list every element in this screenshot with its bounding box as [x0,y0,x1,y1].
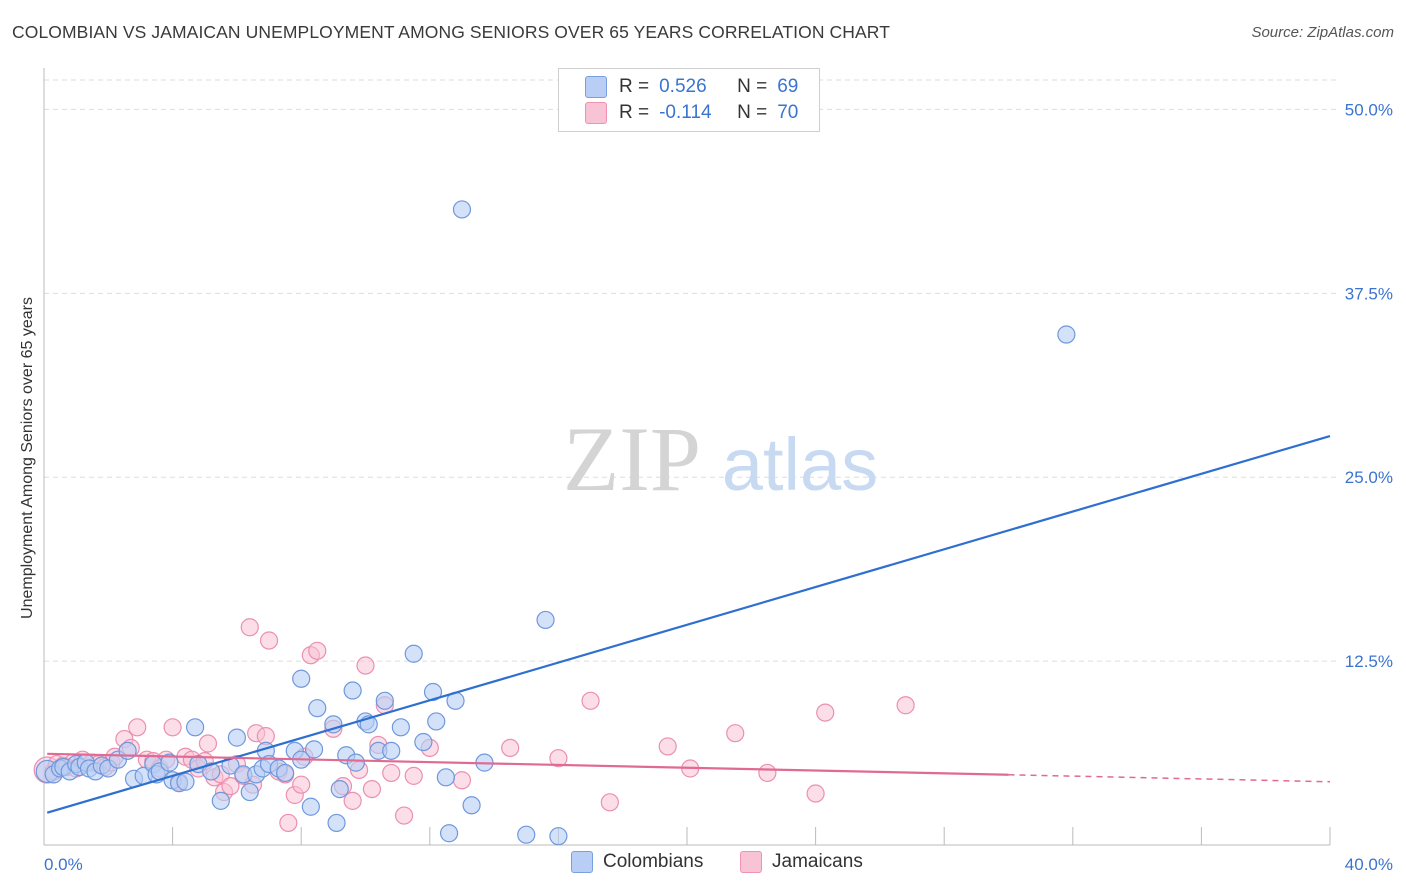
jamaicans-legend-label: Jamaicans [772,851,863,872]
jamaicans-swatch [585,102,607,124]
colombian-point [427,712,446,731]
colombian-point [160,753,179,772]
jamaican-point [452,771,472,790]
bottom-legend: Colombians Jamaicans [0,851,1406,877]
chart-title: COLOMBIAN VS JAMAICAN UNEMPLOYMENT AMONG… [12,22,890,42]
watermark-zip: ZIP [563,408,701,510]
colombians-legend-label: Colombians [603,851,704,872]
jamaican-point [259,631,279,650]
trend-lines [46,434,1331,814]
colombian-point [227,728,246,747]
jamaicans-legend-swatch [740,851,762,873]
colombian-point [536,610,555,630]
colombians-points [35,200,1076,846]
jamaican-point [404,766,423,785]
y-tick-label: 37.5% [1345,284,1393,303]
colombian-point [1057,325,1076,344]
colombian-point [382,741,401,760]
colombians-trend-line [46,434,1331,814]
colombian-point [439,824,459,843]
colombian-point [327,813,346,833]
grid-lines [44,79,1340,662]
colombian-point [308,699,327,718]
legend-row-colombians: R = 0.526 N = 69 [585,75,798,99]
jamaican-point [343,791,362,810]
colombian-point [292,669,311,688]
y-tick-label: 12.5% [1345,652,1393,671]
jamaican-point [356,656,375,675]
colombian-point [462,796,481,815]
jamaican-point [600,793,619,812]
jamaicans-n-value: 70 [777,102,799,123]
watermark-atlas: atlas [722,423,878,506]
colombian-point [346,753,365,772]
colombians-n-label: N = [737,76,768,97]
jamaicans-n-label: N = [737,102,768,123]
bottom-legend-colombians: Colombians [571,851,703,873]
colombian-point [404,644,423,663]
colombian-point [391,718,410,737]
colombians-r-value: 0.526 [659,76,707,97]
colombian-point [436,768,455,787]
jamaicans-r-value: -0.114 [659,102,712,123]
bottom-legend-jamaicans: Jamaicans [740,851,863,873]
source-label: Source: ZipAtlas.com [1251,24,1394,41]
jamaican-point [240,618,259,637]
colombian-point [118,741,137,760]
colombian-point [211,791,230,810]
watermark: ZIP atlas [563,408,878,510]
colombian-point [301,797,320,816]
colombian-point [375,691,394,710]
colombian-point [324,715,343,734]
jamaican-point [308,641,327,660]
colombian-point [343,681,362,700]
jamaican-point [501,738,520,758]
colombian-point [276,763,295,783]
y-tick-label: 25.0% [1345,468,1393,487]
jamaican-point [549,749,568,768]
jamaican-point [382,763,401,783]
colombian-point [186,718,205,737]
jamaicans-trend-line [47,752,1009,776]
colombian-point [414,732,433,752]
jamaican-point [726,724,745,743]
jamaican-point [896,696,915,715]
jamaican-point [806,784,825,803]
colombian-point [202,762,221,781]
colombians-legend-swatch [571,851,593,873]
jamaican-point [581,691,600,710]
colombians-n-value: 69 [777,76,799,97]
legend-row-jamaicans: R = -0.114 N = 70 [585,101,798,125]
colombian-point [176,772,195,791]
jamaican-point [279,813,298,833]
colombian-point [452,200,472,219]
colombian-point [517,825,536,844]
jamaican-point [394,806,414,825]
jamaican-point [362,779,382,799]
jamaicans-r-label: R = [619,102,650,123]
colombians-swatch [585,76,607,98]
colombians-r-label: R = [619,76,650,97]
jamaican-point [163,718,182,737]
tick-labels: 12.5% 25.0% 37.5% 50.0% 0.0% 40.0% [44,100,1393,874]
jamaicans-trend-line-extension [1008,773,1331,783]
colombian-point [330,779,349,799]
jamaican-point [198,734,218,753]
jamaican-point [758,763,777,783]
colombian-point [240,782,259,802]
jamaican-point [221,777,240,796]
jamaican-point [816,703,835,722]
colombian-point [549,827,568,846]
jamaican-point [128,718,147,737]
jamaican-point [292,775,311,794]
x-tick-label-min: 0.0% [44,855,83,874]
jamaican-point [658,737,677,756]
axes [43,68,1331,846]
legend: R = 0.526 N = 69 R = -0.114 N = 70 [558,68,820,132]
x-tick-label-max: 40.0% [1345,855,1393,874]
colombian-point [304,740,324,759]
y-tick-label: 50.0% [1345,100,1393,119]
